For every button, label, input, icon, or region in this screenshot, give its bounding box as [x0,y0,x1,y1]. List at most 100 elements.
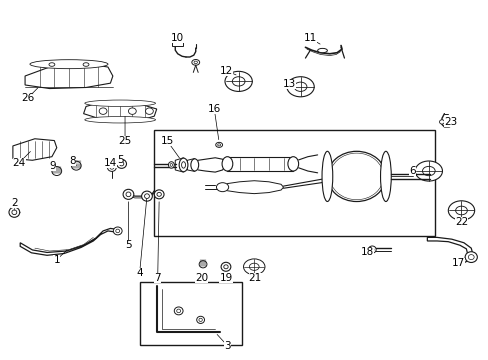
Ellipse shape [222,157,232,171]
Text: 9: 9 [49,161,56,171]
Text: 5: 5 [125,240,131,250]
Ellipse shape [322,151,332,202]
Polygon shape [25,63,113,89]
Text: 17: 17 [450,258,464,268]
Ellipse shape [455,206,467,215]
Ellipse shape [128,108,136,114]
Bar [140,282,242,345]
Text: 10: 10 [171,33,184,43]
Text: 4: 4 [136,267,142,278]
Ellipse shape [116,229,120,233]
Ellipse shape [380,151,390,202]
Text: 3: 3 [224,341,230,351]
Ellipse shape [179,158,187,172]
Ellipse shape [414,161,442,181]
Text: 26: 26 [21,93,34,103]
Text: 5: 5 [117,155,123,165]
Ellipse shape [123,189,134,199]
Polygon shape [83,103,157,120]
Ellipse shape [194,61,197,64]
Text: 20: 20 [195,273,208,283]
Text: 21: 21 [248,273,261,283]
Ellipse shape [119,162,123,166]
Ellipse shape [157,192,161,196]
Ellipse shape [215,142,222,147]
Text: 2: 2 [11,198,18,208]
Ellipse shape [144,194,149,198]
Ellipse shape [191,59,199,65]
Ellipse shape [447,201,474,220]
Ellipse shape [329,153,383,200]
Ellipse shape [110,166,114,169]
Text: 14: 14 [103,158,117,168]
Ellipse shape [249,263,259,270]
Text: 15: 15 [161,136,174,146]
Ellipse shape [224,265,228,269]
Ellipse shape [107,163,116,171]
Ellipse shape [99,108,107,114]
Ellipse shape [142,191,152,201]
Ellipse shape [199,318,202,321]
Text: 22: 22 [454,217,467,227]
Ellipse shape [199,261,206,268]
Ellipse shape [317,48,327,53]
Ellipse shape [154,190,163,199]
Ellipse shape [217,144,220,146]
Ellipse shape [168,162,174,168]
Ellipse shape [83,63,89,66]
Text: 6: 6 [408,166,415,176]
Ellipse shape [221,262,230,271]
Ellipse shape [294,82,306,91]
Bar [154,130,434,235]
Ellipse shape [84,100,155,107]
Text: 12: 12 [219,66,232,76]
Ellipse shape [52,167,61,176]
Text: 16: 16 [207,104,221,114]
Text: 19: 19 [219,273,232,283]
Polygon shape [175,158,183,172]
Text: 23: 23 [443,117,456,127]
Text: 8: 8 [69,156,76,166]
Ellipse shape [287,157,298,171]
Text: 7: 7 [154,273,161,283]
Ellipse shape [181,162,185,168]
Ellipse shape [126,192,131,197]
Ellipse shape [216,183,228,192]
Ellipse shape [30,60,108,69]
Ellipse shape [145,108,153,114]
Text: 1: 1 [53,255,60,265]
Ellipse shape [117,159,126,168]
Ellipse shape [196,316,204,323]
Bar [172,41,183,45]
Ellipse shape [113,227,122,235]
Text: 13: 13 [283,79,296,89]
Ellipse shape [370,248,373,251]
Ellipse shape [190,159,198,171]
Ellipse shape [71,161,81,170]
Text: 24: 24 [13,158,26,168]
Polygon shape [20,228,120,255]
Ellipse shape [439,120,444,124]
Ellipse shape [327,151,385,202]
Ellipse shape [170,163,172,166]
Ellipse shape [232,77,244,86]
Polygon shape [13,139,57,160]
Text: 25: 25 [118,136,131,146]
Ellipse shape [176,309,180,313]
Ellipse shape [174,307,183,315]
Ellipse shape [243,259,264,275]
Polygon shape [427,237,472,264]
Ellipse shape [9,207,20,217]
Ellipse shape [367,246,375,253]
Ellipse shape [12,210,17,215]
Ellipse shape [286,77,314,97]
Ellipse shape [84,117,155,123]
Polygon shape [187,158,194,171]
Ellipse shape [464,252,476,262]
Ellipse shape [49,63,55,66]
Text: 11: 11 [303,33,316,43]
Text: 18: 18 [360,247,373,257]
Ellipse shape [224,71,252,91]
Ellipse shape [422,166,434,176]
Ellipse shape [468,255,473,260]
